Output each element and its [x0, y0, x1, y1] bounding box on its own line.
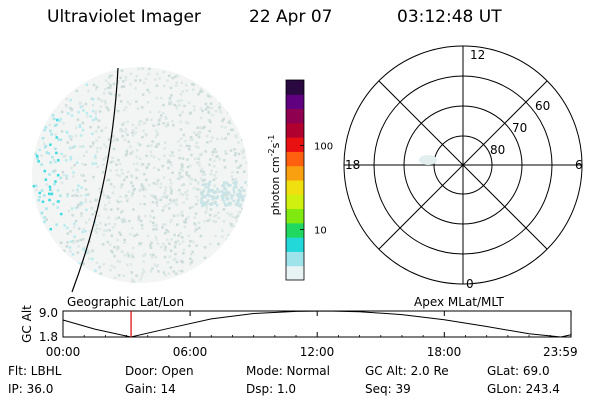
- timeline-y-tick-max: 9.0: [39, 306, 58, 320]
- colorbar: 100 10 photon cm-2s-1: [267, 79, 333, 281]
- colorbar-segment: [286, 80, 304, 95]
- gc-alt-curve: [62, 310, 572, 338]
- colorbar-segment: [286, 194, 304, 210]
- colorbar-tick-label: 10: [314, 225, 327, 236]
- x-tick-2359: 23:59: [543, 345, 578, 359]
- date-label: 22 Apr 07: [249, 7, 333, 27]
- info-flt: Flt: LBHL: [8, 364, 62, 378]
- mlt-label-12: 12: [470, 48, 485, 62]
- lat-label-80: 80: [490, 143, 505, 157]
- x-tick-18: 18:00: [426, 345, 462, 359]
- colorbar-segment: [286, 208, 304, 224]
- info-glat: GLat: 69.0: [487, 364, 550, 378]
- mlt-label-6: 6: [575, 158, 583, 172]
- mlt-label-18: 18: [345, 158, 360, 172]
- info-gc-alt: GC Alt: 2.0 Re: [365, 364, 449, 378]
- timeline-y-tick-min: 1.8: [39, 330, 58, 344]
- x-tick-00: 00:00: [45, 345, 81, 359]
- colorbar-segment: [286, 251, 304, 267]
- emission-speckle: [32, 67, 248, 283]
- time-label: 03:12:48 UT: [397, 7, 502, 27]
- info-ip: IP: 36.0: [8, 382, 54, 396]
- colorbar-segment: [286, 122, 304, 138]
- colorbar-segment: [286, 165, 304, 181]
- info-door: Door: Open: [125, 364, 194, 378]
- earth-disk: [32, 67, 248, 283]
- colorbar-segment: [286, 180, 304, 195]
- mlt-label-0: 0: [466, 277, 474, 291]
- polar-diagonal-2: [378, 80, 548, 250]
- info-seq: Seq: 39: [365, 382, 411, 396]
- info-glon: GLon: 243.4: [487, 382, 560, 396]
- colorbar-segment: [286, 222, 304, 238]
- info-dsp: Dsp: 1.0: [246, 382, 297, 396]
- info-mode: Mode: Normal: [246, 364, 330, 378]
- colorbar-segment: [286, 151, 304, 167]
- x-tick-12: 12:00: [299, 345, 335, 359]
- colorbar-segment: [286, 137, 304, 152]
- polar-plot: 12 18 6 0 60 70 80: [343, 45, 583, 291]
- geographic-label: Geographic Lat/Lon: [67, 295, 185, 309]
- polar-emission-patch: [419, 155, 437, 165]
- app-title: Ultraviolet Imager: [47, 7, 201, 27]
- info-gain: Gain: 14: [125, 382, 176, 396]
- auroral-image: [32, 67, 248, 293]
- x-tick-06: 06:00: [172, 345, 208, 359]
- colorbar-tick-label: 100: [314, 141, 333, 152]
- timeline-y-axis-label: GC Alt: [20, 305, 34, 343]
- lat-label-60: 60: [535, 99, 550, 113]
- apex-label: Apex MLat/MLT: [414, 295, 504, 309]
- terminator-line: [71, 67, 119, 293]
- colorbar-segment: [286, 237, 304, 252]
- colorbar-segment: [286, 108, 304, 124]
- lat-label-70: 70: [512, 121, 527, 135]
- colorbar-segment: [286, 265, 304, 281]
- timeline-panel: GC Alt 9.0 1.8: [20, 305, 572, 344]
- colorbar-segment: [286, 94, 304, 110]
- colorbar-frame: [285, 79, 305, 281]
- colorbar-label: photon cm-2s-1: [267, 135, 282, 216]
